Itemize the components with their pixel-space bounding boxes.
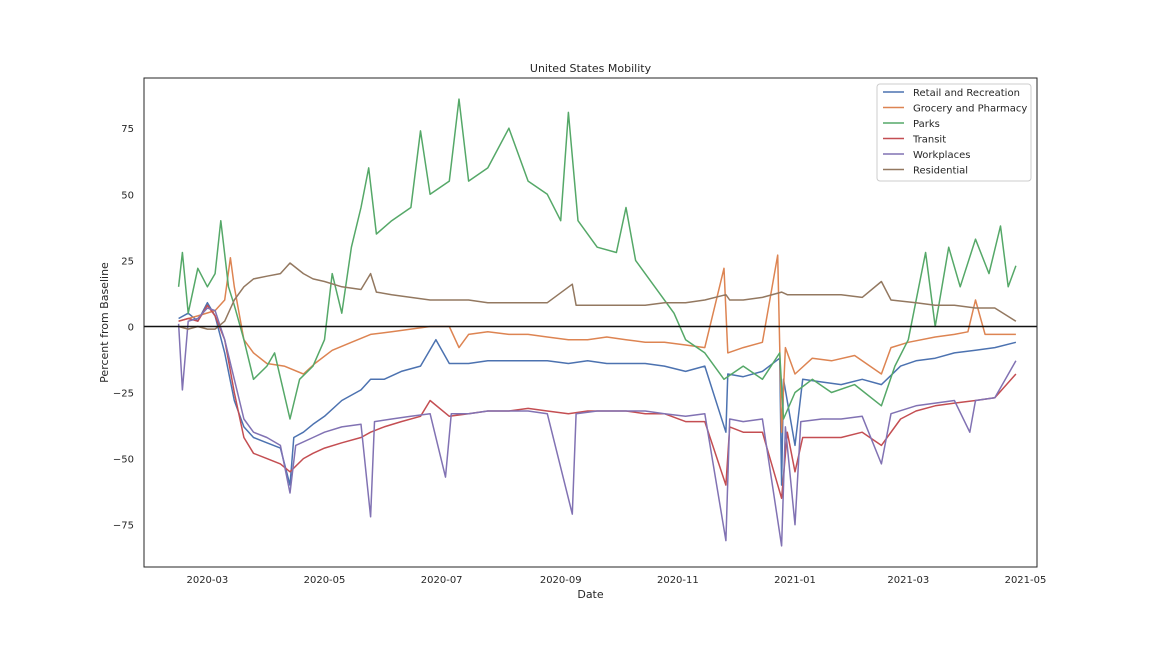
y-tick-label: −50 (113, 455, 134, 466)
y-tick-label: 25 (121, 256, 134, 267)
chart-title: United States Mobility (530, 62, 652, 75)
x-tick-label: 2020-03 (186, 575, 228, 586)
x-axis-label: Date (577, 588, 604, 601)
series-line-workplaces (177, 307, 1017, 547)
x-tick-label: 2020-11 (657, 575, 699, 586)
legend-entry: Retail and Recreation (913, 88, 1020, 99)
y-tick-label: −75 (113, 521, 134, 532)
legend: Retail and Recreation Grocery and Pharmac… (876, 83, 1032, 182)
series-line-residential (178, 262, 1017, 330)
legend-entry: Parks (913, 119, 940, 130)
legend-entry: Workplaces (913, 150, 970, 161)
legend-entry: Transit (912, 135, 946, 146)
legend-box (876, 83, 1032, 182)
plot-frame (143, 77, 1038, 568)
y-tick-label: 75 (121, 124, 134, 135)
x-tick-label: 2021-01 (774, 575, 816, 586)
y-tick-label: 50 (121, 190, 134, 201)
x-tick-label: 2020-05 (304, 575, 346, 586)
series-line-parks (177, 98, 1017, 420)
legend-entry: Residential (913, 166, 968, 177)
x-tick-label: 2020-09 (540, 575, 582, 586)
x-tick-label: 2021-03 (887, 575, 929, 586)
series-line-grocery-and-pharmacy (178, 254, 1016, 433)
y-axis-label: Percent from Baseline (98, 262, 111, 383)
y-tick-label: 0 (128, 322, 134, 333)
series-line-retail-and-recreation (178, 301, 1017, 486)
y-tick-label: −25 (113, 389, 134, 400)
legend-entry: Grocery and Pharmacy (913, 104, 1027, 115)
series-line-transit (178, 304, 1017, 500)
x-tick-label: 2020-07 (421, 575, 463, 586)
y-axis-ticks: −75 −50 −25 0 25 50 75 (113, 124, 134, 531)
x-axis-ticks: 2020-03 2020-05 2020-07 2020-09 2020-11 2021-… (186, 575, 1046, 586)
series-layer (177, 98, 1017, 547)
x-tick-label: 2021-05 (1005, 575, 1047, 586)
